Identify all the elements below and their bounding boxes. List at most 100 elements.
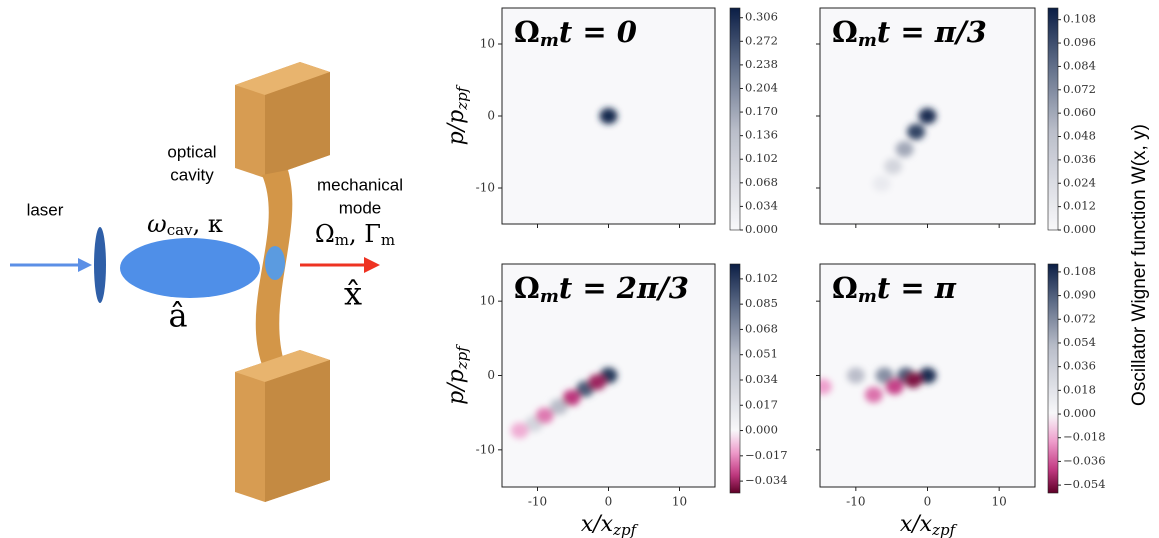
panel-title: Ωmt = π — [832, 271, 957, 307]
subscript: m — [381, 231, 395, 249]
title-rest: t = 0 — [559, 15, 637, 49]
subscript: m — [540, 286, 559, 307]
colorbar-tick-label: 0.051 — [745, 347, 778, 361]
blobs — [820, 367, 937, 403]
colorbar-tick-label: 0.068 — [745, 321, 778, 335]
title-rest: t = π — [877, 271, 957, 305]
colorbar-tick-label: 0.000 — [1063, 222, 1096, 236]
blobs — [599, 108, 618, 124]
colorbar-tick-label: −0.018 — [1063, 430, 1106, 444]
colorbar-tick-label: 0.072 — [1063, 311, 1096, 325]
colorbar-tick-label: 0.096 — [1063, 35, 1096, 49]
colorbar-tick-label: 0.102 — [745, 271, 778, 285]
bottom-block-side — [265, 360, 330, 502]
mode-params: Ωm, Γm — [315, 220, 395, 250]
setup-diagram: laser optical cavity ωcav, κ â mechanica… — [10, 62, 403, 502]
colorbar-tick-label: 0.084 — [1063, 58, 1096, 72]
motion-arrowhead — [364, 257, 380, 273]
mode-label: mechanical — [317, 175, 403, 194]
colorbar-tick-label: 0.000 — [745, 222, 778, 236]
wigner-lobe — [588, 374, 607, 391]
symbol: Ω — [514, 271, 540, 305]
y-tick-label: -10 — [476, 442, 495, 456]
subscript: m — [335, 231, 349, 249]
colorbar-tick-label: −0.036 — [1063, 453, 1106, 467]
input-mirror — [94, 227, 106, 303]
colorbar-tick-label: −0.017 — [745, 448, 788, 462]
title-rest: t = π/3 — [877, 15, 987, 49]
colorbar-tick-label: 0.306 — [745, 10, 778, 24]
title-rest: t = 2π/3 — [559, 271, 689, 305]
wigner-lobe — [904, 371, 923, 388]
colorbar-tick-label: 0.060 — [1063, 105, 1096, 119]
subscript: m — [858, 286, 877, 307]
colorbar-tick-label: 0.238 — [745, 57, 778, 71]
y-axis-label: p/pzpf — [444, 84, 471, 145]
y-axis-label: p/pzpf — [444, 344, 471, 405]
colorbar-tick-label: 0.034 — [745, 372, 778, 386]
bottom-block-face — [235, 350, 330, 382]
colorbar-tick-label: 0.017 — [745, 397, 778, 411]
colorbar-tick-label: 0.204 — [745, 80, 778, 94]
colorbar-tick-label: −0.054 — [1063, 477, 1106, 491]
colorbar — [1047, 7, 1059, 231]
label-sub: zpf — [453, 84, 471, 111]
colorbar-tick-label: 0.036 — [1063, 152, 1096, 166]
colorbar-label: Oscillator Wigner function W(x, y) — [1129, 124, 1150, 406]
colorbar-tick-label: 0.012 — [1063, 199, 1096, 213]
wigner-lobe — [885, 378, 904, 395]
colorbar-tick-label: 0.102 — [745, 151, 778, 165]
label-main: p/p — [444, 369, 469, 405]
wigner-lobe — [907, 123, 926, 140]
wigner-lobe — [918, 367, 937, 384]
mirror-pad — [265, 246, 285, 280]
y-tick-label: 0 — [487, 368, 495, 382]
label-main: p/p — [444, 110, 469, 146]
colorbar-tick-label: 0.034 — [745, 198, 778, 212]
colorbar-tick-label: 0.170 — [745, 104, 778, 118]
x-tick-label: 0 — [924, 495, 932, 509]
x-axis-label: x/xzpf — [900, 512, 958, 538]
colorbar-tick-label: 0.072 — [1063, 82, 1096, 96]
wigner-lobe — [599, 108, 618, 124]
wigner-lobe — [846, 367, 865, 384]
wigner-lobe — [875, 367, 894, 384]
symbol: ω — [147, 210, 167, 238]
label-main: x/x — [900, 512, 933, 537]
cavity-label: optical — [167, 142, 216, 161]
subscript: m — [858, 30, 877, 51]
colorbar-tick-label: 0.000 — [745, 423, 778, 437]
colorbar-tick-label: 0.018 — [1063, 382, 1096, 396]
x-tick-label: -10 — [846, 495, 865, 509]
symbol: Ω — [514, 15, 540, 49]
wigner-lobe — [872, 175, 891, 192]
colorbar-tick-label: 0.108 — [1063, 12, 1096, 26]
symbol: Ω — [832, 15, 858, 49]
y-tick-label: -10 — [476, 181, 495, 195]
colorbar — [1047, 263, 1059, 494]
colorbar-tick-label: −0.034 — [745, 473, 788, 487]
colorbar-tick-label: 0.136 — [745, 128, 778, 142]
symbol: , κ — [193, 210, 223, 238]
cavity-mode — [120, 238, 260, 298]
colorbar — [729, 7, 741, 231]
colorbar-tick-label: 0.272 — [745, 33, 778, 47]
colorbar-tick-label: 0.024 — [1063, 175, 1096, 189]
colorbar-tick-label: 0.036 — [1063, 359, 1096, 373]
x-tick-label: 0 — [605, 495, 613, 509]
wigner-lobe — [562, 389, 581, 406]
panel-title: Ωmt = 0 — [514, 15, 637, 51]
y-tick-label: 10 — [480, 37, 495, 51]
cavity-label: cavity — [170, 165, 214, 184]
colorbar-tick-label: 0.085 — [745, 296, 778, 310]
x-tick-label: 10 — [672, 495, 687, 509]
label-sub: zpf — [612, 521, 639, 538]
label-sub: zpf — [931, 521, 958, 538]
cavity-operator: â — [168, 297, 187, 335]
x-axis-label: x/xzpf — [581, 512, 639, 538]
subscript: cav — [167, 221, 193, 239]
mode-label: mode — [339, 198, 382, 217]
colorbar-tick-label: 0.068 — [745, 175, 778, 189]
symbol: Ω — [315, 220, 335, 248]
